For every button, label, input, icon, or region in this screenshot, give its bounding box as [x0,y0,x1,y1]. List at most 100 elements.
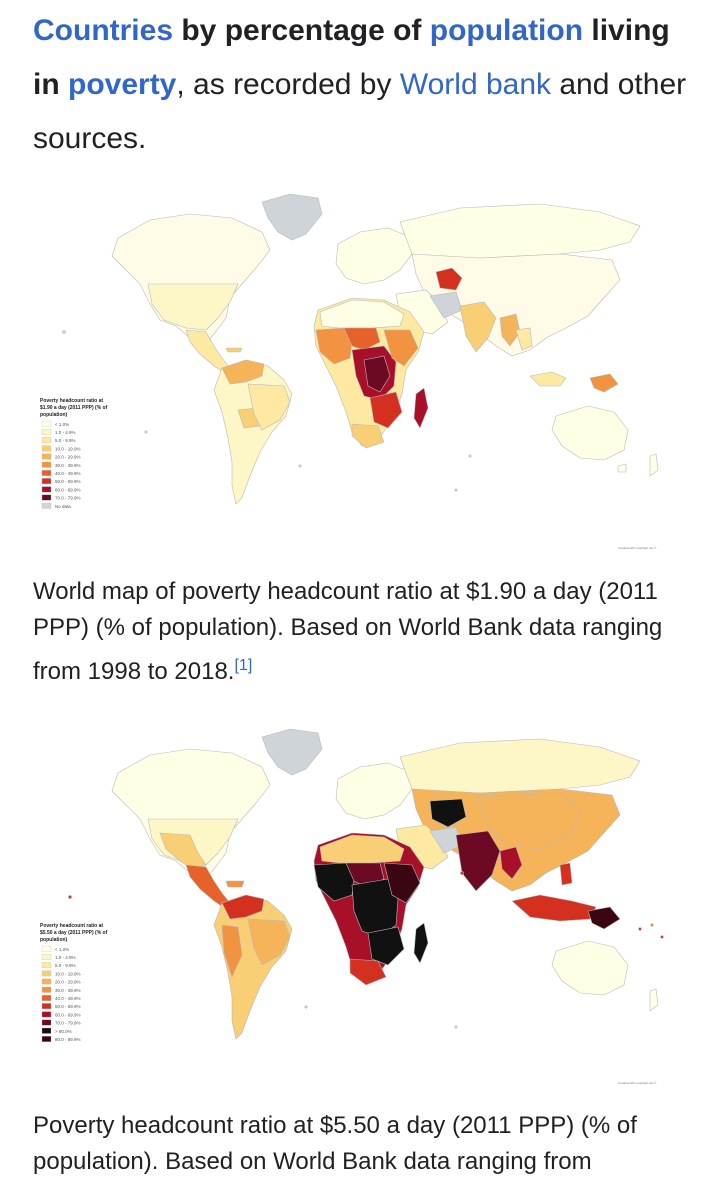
madagascar [413,922,429,964]
north-america [111,748,271,884]
se-asia [515,327,533,351]
legend-label: 70.0 - 79.9% [55,496,81,501]
legend-label: No data [55,504,71,509]
legend-swatch [41,954,52,960]
brazil [247,383,291,431]
legend-title-line-3: population) [40,937,68,943]
section-heading: Countries by percentage of population li… [33,4,693,166]
map-1-legend: Poverty headcount ratio at $1.90 a day (… [40,398,108,509]
poverty-link[interactable]: poverty [68,68,177,101]
greenland [261,728,323,776]
legend-swatch [41,461,52,468]
legend-label: 5.0 - 9.9% [55,438,76,443]
north-africa [319,299,405,329]
legend-swatch [41,1003,52,1010]
east-africa [383,329,419,367]
brazil [247,918,291,966]
legend-label: 30.0 - 39.9% [55,463,81,468]
legend-label: 40.0 - 49.9% [55,996,81,1001]
legend-swatch [41,1036,52,1042]
map-1-caption-text: World map of poverty headcount ratio at … [33,578,663,685]
legend-label: 40.0 - 49.9% [55,471,81,476]
southern-africa-mid [367,926,405,966]
australia [551,940,629,996]
south-africa [351,423,385,449]
map-1-caption: World map of poverty headcount ratio at … [33,574,703,690]
legend-label: < 1.0% [55,947,69,952]
north-america [111,213,271,349]
poverty-map-2-figure[interactable]: Poverty headcount ratio at $5.50 a day (… [0,715,723,1095]
india [459,301,497,353]
heading-text-2: living in [33,14,670,101]
legend-label: 1.0 - 4.9% [55,955,76,960]
legend-swatch [41,437,52,444]
legend-title-line-1: Poverty headcount ratio at [40,923,103,929]
legend-swatch [41,962,52,969]
central-asia [429,798,467,828]
reference-link-1[interactable]: [1] [234,657,253,674]
map-2-caption: Poverty headcount ratio at $5.50 a day (… [33,1108,703,1180]
legend-swatch [41,445,52,452]
world-map-1[interactable]: Poverty headcount ratio at $1.90 a day (… [0,180,723,560]
legend-title-line-1: Poverty headcount ratio at [40,398,103,404]
population-link[interactable]: population [429,14,584,47]
legend-label: 60.0 - 69.9% [55,487,81,492]
legend-swatch [41,502,52,509]
legend-swatch [41,995,52,1001]
legend-label: > 90.0% [55,1029,72,1034]
venezuela-colombia [221,359,265,385]
heading-text-3: , as recorded by [176,68,400,101]
legend-swatch [41,470,52,476]
map-2-caption-text: Poverty headcount ratio at $5.50 a day (… [33,1112,637,1175]
legend-swatch [41,1027,52,1034]
europe [335,762,413,820]
legend-label: 1.0 - 4.9% [55,430,76,435]
world-map-2[interactable]: Poverty headcount ratio at $5.50 a day (… [0,715,723,1095]
usa [147,283,239,331]
legend-swatch [41,986,52,993]
poverty-map-1-figure[interactable]: Poverty headcount ratio at $1.90 a day (… [0,180,723,560]
legend-label: 70.0 - 79.9% [55,1021,81,1026]
philippines [559,862,573,886]
sahel [343,327,381,351]
legend-label: 5.0 - 9.9% [55,963,76,968]
greenland [261,193,323,241]
map-1-credit: Created with mapchart.net © [618,546,657,550]
legend-swatch [41,420,52,427]
heading-text-1: by percentage of [173,14,430,47]
china [477,792,581,850]
legend-label: 10.0 - 19.9% [55,446,81,451]
world-bank-link[interactable]: World bank [399,68,552,101]
legend-swatch [41,1011,52,1018]
legend-label: 50.0 - 59.9% [55,1004,81,1009]
legend-label: 20.0 - 29.9% [55,980,81,985]
legend-title-line-3: population) [40,412,68,418]
madagascar [413,387,429,429]
myanmar-laos [499,313,521,347]
legend-label: 50.0 - 59.9% [55,479,81,484]
legend-label: < 1.0% [55,422,69,427]
legend-label: 20.0 - 29.9% [55,455,81,460]
venezuela-colombia [221,894,265,920]
legend-swatch [41,945,52,952]
papua-new-guinea [587,906,621,930]
legend-label: 30.0 - 39.9% [55,988,81,993]
legend-title-line-2: $1.90 a day (2011 PPP) (% of [40,405,108,411]
legend-swatch [41,1019,52,1026]
east-africa [383,862,421,904]
legend-swatch [41,478,52,485]
north-africa [319,834,405,864]
europe [335,227,413,285]
legend-label: 80.0 - 89.9% [55,1037,81,1042]
legend-swatch [41,453,52,460]
map-2-legend: Poverty headcount ratio at $5.50 a day (… [40,923,108,1042]
south-africa [349,958,387,986]
legend-swatch [41,970,52,977]
legend-title-line-2: $5.50 a day (2011 PPP) (% of [40,930,108,936]
myanmar [499,846,523,880]
legend-label: 60.0 - 69.9% [55,1012,81,1017]
countries-link[interactable]: Countries [33,14,174,47]
heading-text-4: and other sources. [33,68,687,155]
legend-swatch [41,429,52,435]
papua-new-guinea [589,373,619,393]
